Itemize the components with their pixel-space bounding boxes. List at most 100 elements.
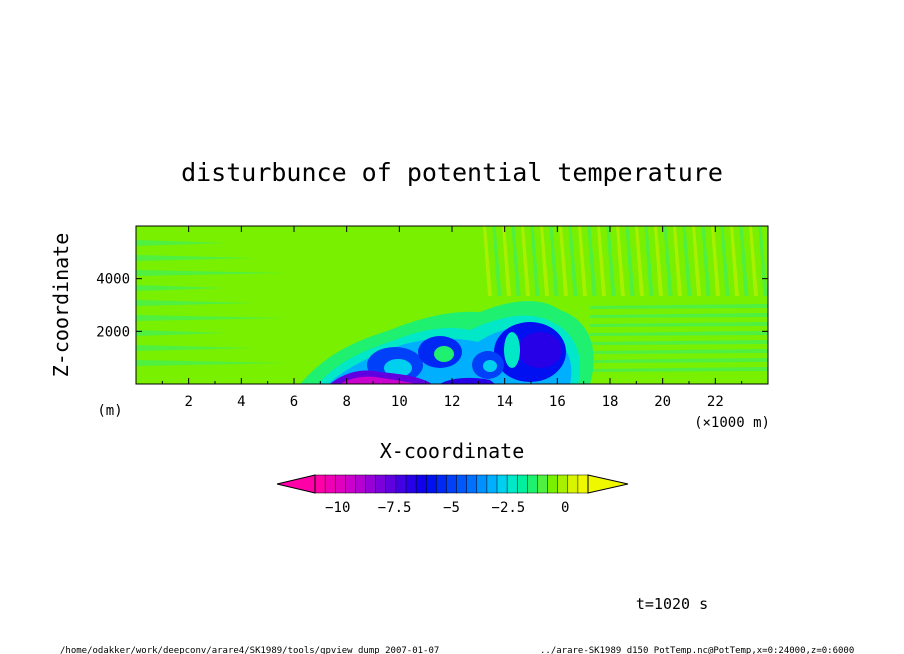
time-label: t=1020 s	[636, 595, 708, 613]
wave-stripe	[587, 226, 597, 296]
wave-stripe	[590, 322, 768, 327]
colorbar-swatch	[496, 474, 508, 494]
wave-stripe	[749, 226, 758, 296]
x-tick-label: 14	[496, 394, 513, 410]
colorbar-swatch	[577, 474, 589, 494]
x-tick-label: 10	[391, 394, 408, 410]
colorbar-swatch	[415, 474, 427, 494]
colorbar-swatch	[345, 474, 357, 494]
wave-stripe	[635, 226, 644, 296]
wave-stripe	[625, 226, 635, 296]
wave-stripe	[136, 285, 226, 291]
x-tick-label: 4	[237, 394, 245, 410]
wave-stripe	[730, 226, 739, 296]
x-tick-label: 2	[184, 394, 192, 410]
wave-stripe	[590, 349, 768, 354]
vortex-4-core	[483, 360, 497, 372]
y-unit: (m)	[97, 403, 122, 419]
wave-stripe	[597, 226, 606, 296]
colorbar-swatch	[446, 474, 458, 494]
wave-stripe	[540, 226, 549, 296]
wave-stripe	[701, 226, 711, 296]
colorbar-swatch	[365, 474, 377, 494]
wave-stripe	[578, 226, 587, 296]
colorbar-swatch	[557, 474, 569, 494]
wave-stripe	[720, 226, 730, 296]
vortex-1-core	[384, 359, 412, 377]
colorbar-swatch	[567, 474, 579, 494]
colorbar-swatch	[466, 474, 478, 494]
colorbar-swatch	[324, 474, 336, 494]
x-tick-label: 8	[342, 394, 350, 410]
colorbar	[276, 474, 629, 494]
wave-stripe	[136, 270, 286, 276]
wave-stripe	[739, 226, 749, 296]
colorbar-min-arrow	[276, 474, 316, 494]
colorbar-swatch	[547, 474, 559, 494]
colorbar-swatch	[355, 474, 367, 494]
x-unit: (×1000 m)	[694, 415, 770, 431]
chart-title: disturbunce of potential temperature	[181, 158, 723, 187]
wave-stripe	[590, 358, 768, 363]
colorbar-swatch	[385, 474, 397, 494]
colorbar-swatch	[527, 474, 539, 494]
wave-stripe	[136, 300, 256, 306]
colorbar-swatch	[405, 474, 417, 494]
footer-left: /home/odakker/work/deepconv/arare4/SK198…	[60, 646, 439, 654]
wave-stripe	[590, 367, 768, 372]
vortex-3-core	[518, 332, 562, 368]
colorbar-swatch	[375, 474, 387, 494]
y-axis-label: Z-coordinate	[49, 233, 73, 378]
colorbar-ticks: −10 −7.5 −5 −2.5 0	[325, 500, 569, 516]
x-tick-label: 20	[654, 394, 671, 410]
wave-stripe	[568, 226, 578, 296]
colorbar-tick-label: −7.5	[378, 500, 412, 516]
wave-stripe	[590, 313, 768, 318]
cold-pool	[300, 301, 594, 384]
heatmap-field	[136, 226, 768, 384]
colorbar-max-arrow	[587, 474, 629, 494]
wave-stripe	[692, 226, 701, 296]
footer-right: ../arare-SK1989_d150_PotTemp.nc@PotTemp,…	[540, 646, 854, 654]
vortex-2-core	[434, 346, 454, 362]
vortex-3-arm	[504, 332, 520, 368]
wave-stripe	[673, 226, 682, 296]
wave-stripe	[590, 331, 768, 336]
wave-stripe	[511, 226, 521, 296]
wave-stripe	[136, 330, 226, 336]
wave-stripe	[136, 255, 256, 261]
wave-stripe	[559, 226, 568, 296]
colorbar-swatch	[334, 474, 347, 494]
colorbar-tick-label: −10	[325, 500, 350, 516]
wave-stripe	[483, 226, 492, 296]
wave-stripe	[654, 226, 663, 296]
colorbar-tick-label: −5	[443, 500, 460, 516]
wave-stripe	[136, 345, 256, 351]
x-axis-label: X-coordinate	[380, 439, 525, 463]
x-tick-label: 16	[549, 394, 566, 410]
wave-stripe	[590, 304, 768, 309]
colorbar-swatch	[395, 474, 407, 494]
colorbar-swatch	[456, 474, 468, 494]
wave-stripe	[663, 226, 673, 296]
cold-core-min	[340, 376, 416, 384]
colorbar-swatch	[314, 474, 326, 494]
colorbar-swatch	[506, 474, 518, 494]
wave-stripe	[590, 340, 768, 345]
x-axis: 2 4 6 8 10 12 14 16 18 20 22	[161, 226, 743, 410]
colorbar-swatch	[537, 474, 549, 494]
wave-stripe	[521, 226, 530, 296]
colorbar-tick-label: −2.5	[492, 500, 526, 516]
wave-stripe	[606, 226, 616, 296]
colorbar-swatch	[436, 474, 448, 494]
wave-stripe	[530, 226, 540, 296]
wave-stripe	[136, 240, 226, 246]
x-tick-label: 12	[444, 394, 461, 410]
colorbar-swatch	[425, 474, 438, 494]
colorbar-swatch	[516, 474, 529, 494]
colorbar-tick-label: 0	[561, 500, 569, 516]
wave-stripe	[682, 226, 692, 296]
colorbar-swatch	[476, 474, 488, 494]
wave-stripe	[502, 226, 511, 296]
